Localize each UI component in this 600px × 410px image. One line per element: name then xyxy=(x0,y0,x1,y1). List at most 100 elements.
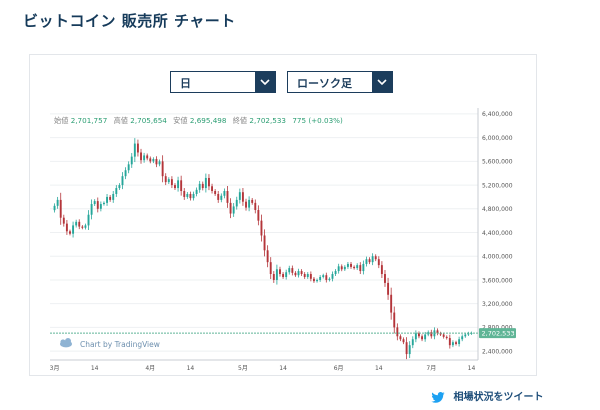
candle-body xyxy=(421,336,424,340)
candle-body xyxy=(285,272,288,277)
candle-body xyxy=(402,339,405,343)
candle-body xyxy=(384,274,386,283)
low-label: 安値 xyxy=(173,116,187,125)
candle-body xyxy=(322,275,325,277)
chevron-down-icon xyxy=(377,79,387,85)
candle-body xyxy=(223,191,226,196)
y-tick-label: 3,600,000 xyxy=(482,277,513,284)
candle-body xyxy=(152,158,155,162)
candle-body xyxy=(455,342,457,344)
candle-body xyxy=(309,274,312,279)
candle-body xyxy=(390,294,393,313)
candle-body xyxy=(266,250,269,263)
x-tick-label: 6月 xyxy=(334,365,344,372)
candle-body xyxy=(189,193,192,199)
candle-body xyxy=(319,276,322,280)
cloud-icon xyxy=(60,338,72,348)
page-title: ビットコイン 販売所 チャート xyxy=(23,12,236,30)
candle-body xyxy=(112,193,115,200)
candle-body xyxy=(291,268,294,273)
candle-body xyxy=(297,271,300,276)
x-tick-label: 14 xyxy=(375,365,383,372)
candle-body xyxy=(136,143,139,153)
candle-body xyxy=(417,333,420,337)
candle-body xyxy=(356,265,359,269)
candle-body xyxy=(269,262,272,275)
candle-body xyxy=(451,342,454,346)
x-tick-label: 14 xyxy=(187,365,195,372)
candle-body xyxy=(294,272,297,276)
candle-body xyxy=(96,201,99,209)
candle-body xyxy=(350,263,352,267)
x-tick-label: 14 xyxy=(468,365,476,372)
y-tick-label: 2,400,000 xyxy=(482,348,513,355)
candle-body xyxy=(374,256,377,260)
candle-body xyxy=(263,235,266,251)
candle-body xyxy=(78,221,81,227)
candle-body xyxy=(306,274,309,277)
candle-body xyxy=(155,158,158,165)
candle-body xyxy=(362,263,365,272)
candles xyxy=(53,138,473,360)
chart-card xyxy=(29,54,537,376)
candle-body xyxy=(260,220,263,236)
candle-body xyxy=(118,185,121,189)
candle-body xyxy=(177,180,180,189)
candle-body xyxy=(288,268,291,273)
change-value: 775 (+0.03%) xyxy=(292,116,343,125)
candle-body xyxy=(248,199,251,208)
candle-body xyxy=(340,266,343,270)
open-label: 始値 xyxy=(54,116,68,125)
candle-body xyxy=(81,226,84,228)
candle-body xyxy=(458,339,461,344)
candle-body xyxy=(232,206,235,214)
tweet-link[interactable]: 相場状況をツイート xyxy=(431,388,543,403)
candle-body xyxy=(226,191,229,203)
low-value: 2,695,498 xyxy=(190,116,227,125)
y-tick-label: 4,000,000 xyxy=(482,254,513,261)
candle-body xyxy=(164,176,167,183)
candle-body xyxy=(346,263,349,267)
candle-body xyxy=(115,188,118,194)
x-tick-labels: 3月 14 4月 14 5月 14 6月 14 7月 14 xyxy=(50,365,476,372)
chart-type-dropdown-button[interactable] xyxy=(372,72,392,92)
candle-body xyxy=(272,274,275,280)
chart-type-select[interactable]: ローソク足 xyxy=(287,71,393,93)
candle-body xyxy=(448,338,451,346)
x-tick-label: 5月 xyxy=(238,365,248,372)
y-tick-label: 5,200,000 xyxy=(482,182,513,189)
tweet-link-label: 相場状況をツイート xyxy=(453,392,544,403)
candle-body xyxy=(183,191,186,197)
period-dropdown-button[interactable] xyxy=(255,72,275,92)
high-label: 高値 xyxy=(114,116,128,125)
candle-body xyxy=(312,278,315,282)
candle-body xyxy=(424,334,427,340)
period-select-value: 日 xyxy=(180,77,191,90)
chart-type-select-value: ローソク足 xyxy=(297,77,352,90)
y-tick-label: 4,800,000 xyxy=(482,206,513,213)
candle-body xyxy=(328,278,331,280)
y-tick-label: 6,000,000 xyxy=(482,135,513,142)
x-tick-label: 4月 xyxy=(145,365,155,372)
grid-lines xyxy=(50,113,478,352)
candle-body xyxy=(93,201,96,205)
candle-body xyxy=(207,177,210,187)
candle-body xyxy=(365,259,368,264)
candle-body xyxy=(241,192,244,202)
svg-text:始値 2,701,757 高値: 始値 2,701,757 高値 2,705,654 安値 2,695,498 終… xyxy=(54,116,343,125)
candle-body xyxy=(62,217,65,224)
period-select[interactable]: 日 xyxy=(170,71,276,93)
y-tick-labels: 6,400,000 6,000,000 5,600,000 5,200,000 4,80… xyxy=(482,111,513,355)
candle-body xyxy=(59,199,62,218)
candle-body xyxy=(140,152,142,161)
tradingview-attribution[interactable]: Chart by TradingView xyxy=(60,338,160,349)
candle-body xyxy=(316,279,319,282)
candle-body xyxy=(387,282,390,295)
candle-body xyxy=(72,225,75,234)
candle-body xyxy=(124,170,127,177)
candle-body xyxy=(201,183,204,189)
candle-body xyxy=(198,183,201,190)
candle-body xyxy=(220,195,223,200)
candle-body xyxy=(149,158,152,162)
